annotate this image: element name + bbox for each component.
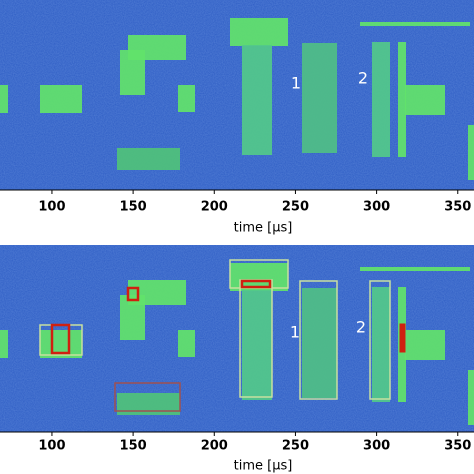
x-axis-label: time [μs] bbox=[234, 459, 293, 474]
annotation: 2 bbox=[358, 69, 368, 88]
x-tick-label: 250 bbox=[282, 200, 309, 215]
x-tick-label: 100 bbox=[38, 200, 65, 215]
x-tick-label: 250 bbox=[282, 439, 309, 454]
x-tick-label: 350 bbox=[444, 439, 471, 454]
x-tick-label: 200 bbox=[201, 439, 228, 454]
x-tick-label: 150 bbox=[120, 200, 147, 215]
panel-top bbox=[0, 0, 474, 190]
x-tick-label: 350 bbox=[444, 200, 471, 215]
red-boxes bbox=[50, 279, 406, 355]
x-tick-label: 300 bbox=[363, 200, 390, 215]
x-tick-label: 200 bbox=[201, 200, 228, 215]
panel-bottom bbox=[0, 245, 474, 432]
x-tick-label: 300 bbox=[363, 439, 390, 454]
x-tick-label: 100 bbox=[38, 439, 65, 454]
x-axis-label: time [μs] bbox=[234, 221, 293, 236]
annotation: 2 bbox=[356, 318, 366, 337]
annotation: 1 bbox=[291, 74, 301, 93]
x-tick-label: 150 bbox=[120, 439, 147, 454]
annotation: 1 bbox=[290, 323, 300, 342]
